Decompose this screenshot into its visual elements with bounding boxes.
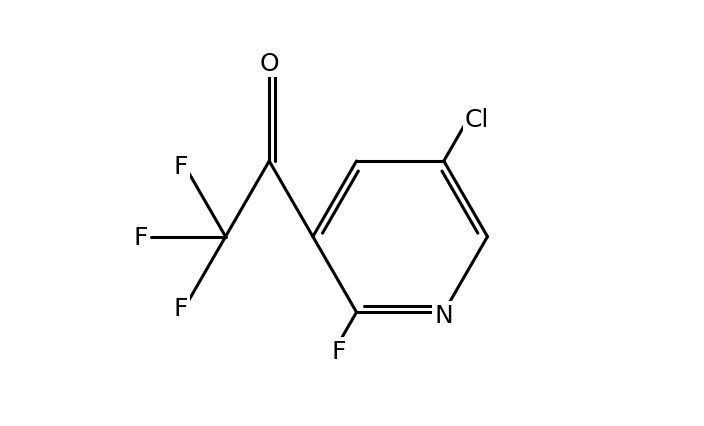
Text: F: F: [133, 225, 148, 249]
Text: F: F: [174, 296, 189, 320]
Text: N: N: [434, 303, 453, 328]
Text: O: O: [259, 52, 279, 76]
Text: F: F: [331, 339, 346, 363]
Text: Cl: Cl: [465, 108, 489, 132]
Text: F: F: [174, 155, 189, 179]
